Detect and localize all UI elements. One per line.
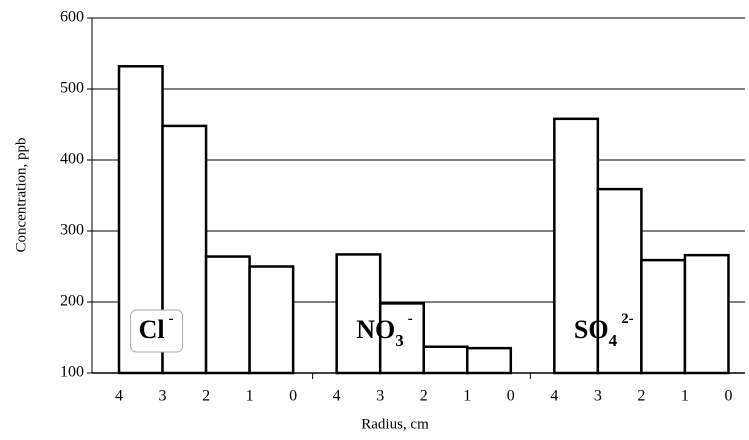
ion-sub: 4 — [609, 331, 618, 350]
x-tick-label: 3 — [159, 388, 167, 405]
bar — [553, 117, 600, 375]
x-tick-label: 4 — [115, 388, 123, 405]
bar — [466, 346, 513, 375]
ion-base: SO — [574, 315, 609, 344]
x-tick-label: 0 — [724, 388, 732, 405]
ion-sup: - — [169, 311, 174, 327]
ion-base: NO — [356, 315, 395, 344]
y-tick-label: 600 — [60, 9, 84, 26]
x-tick-label: 1 — [246, 388, 254, 405]
ion-label: NO3- — [356, 311, 413, 349]
bar — [248, 265, 295, 375]
x-tick-label: 4 — [550, 388, 558, 405]
bar — [335, 253, 382, 375]
bar — [683, 253, 730, 375]
bar — [422, 345, 469, 375]
y-axis-label: Concentration, ppb — [13, 138, 29, 253]
y-tick-label: 500 — [60, 80, 84, 97]
x-tick-label: 2 — [637, 388, 645, 405]
ion-sup: 2- — [621, 311, 634, 327]
x-tick-label: 3 — [376, 388, 384, 405]
ion-sub: 3 — [395, 331, 404, 350]
ion-label: Cl - — [139, 311, 174, 344]
ion-sup: - — [408, 311, 413, 327]
ion-base: Cl — [139, 315, 165, 344]
x-axis-label: Radius, cm — [361, 416, 429, 432]
bar — [640, 258, 687, 375]
x-tick-label: 4 — [333, 388, 341, 405]
bar — [596, 187, 643, 375]
x-tick-label: 1 — [463, 388, 471, 405]
y-tick-label: 300 — [60, 222, 84, 239]
label-box — [130, 309, 184, 353]
y-tick-label: 100 — [60, 364, 84, 381]
y-tick-label: 400 — [60, 151, 84, 168]
x-tick-label: 0 — [289, 388, 297, 405]
x-tick-label: 2 — [420, 388, 428, 405]
ion-label: SO42- — [574, 311, 634, 349]
y-tick-label: 200 — [60, 293, 84, 310]
x-tick-label: 3 — [594, 388, 602, 405]
x-tick-label: 1 — [681, 388, 689, 405]
x-tick-label: 0 — [507, 388, 515, 405]
x-tick-label: 2 — [202, 388, 210, 405]
bar — [204, 255, 251, 375]
bar — [378, 302, 425, 375]
